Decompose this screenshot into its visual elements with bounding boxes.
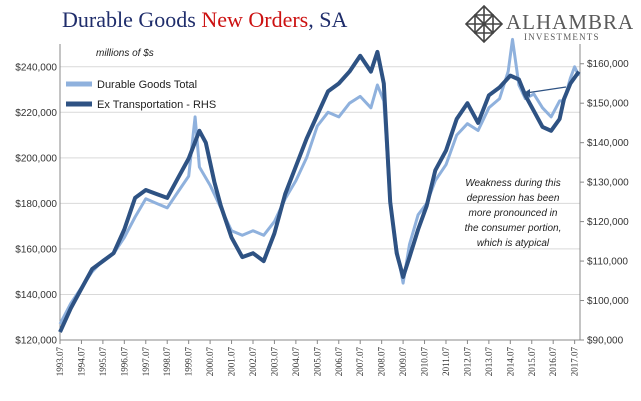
y-left-tick-label: $240,000 <box>15 62 57 73</box>
annotation-line-2: depression has been <box>467 193 560 204</box>
x-tick-label: 1996.07 <box>119 347 129 377</box>
x-tick-label: 1999.07 <box>184 347 194 377</box>
y-left-tick-label: $180,000 <box>15 199 57 210</box>
gridlines <box>60 66 580 341</box>
legend-label-total: Durable Goods Total <box>97 79 197 91</box>
legend: Durable Goods Total Ex Transportation - … <box>66 79 216 111</box>
series-line-ex-transportation <box>58 49 581 333</box>
annotation-line-5: which is atypical <box>477 238 550 249</box>
y-right-tick-label: $110,000 <box>587 257 628 268</box>
annotation-line-3: more pronounced in <box>469 208 558 219</box>
y-axis-left: $120,000 $140,000 $160,000 $180,000 $200,000… <box>15 62 57 346</box>
x-tick-label: 2006.07 <box>334 347 344 377</box>
series-line-durable-goods-total <box>58 37 581 325</box>
diamond-lattice-icon <box>464 4 504 44</box>
title-text-highlight: New Orders <box>201 7 309 32</box>
y-right-tick-label: $150,000 <box>587 99 629 110</box>
y-right-tick-label: $90,000 <box>587 336 624 347</box>
page-title: Durable Goods New Orders, SA <box>62 7 347 33</box>
series-group <box>58 37 581 333</box>
y-right-tick-label: $120,000 <box>587 217 629 228</box>
x-tick-label: 2007.07 <box>355 347 365 377</box>
y-left-tick-label: $120,000 <box>15 336 57 347</box>
x-tick-label: 2004.07 <box>291 347 301 377</box>
x-axis: 1993.07 1994.07 1995.07 1996.07 1997.07 1998.… <box>55 340 580 376</box>
x-tick-label: 2015.07 <box>527 347 537 377</box>
title-text-1: Durable Goods <box>62 7 202 32</box>
x-tick-label: 1994.07 <box>76 347 86 377</box>
x-tick-label: 2012.07 <box>462 347 472 377</box>
x-tick-label: 1998.07 <box>162 347 172 377</box>
y-right-tick-label: $140,000 <box>587 138 629 149</box>
annotation-line-1: Weakness during this <box>465 178 560 189</box>
annotation: Weakness during this depression has been… <box>465 86 567 249</box>
x-tick-label: 2005.07 <box>312 347 322 377</box>
units-label: millions of $s <box>96 48 154 59</box>
logo-subtitle: INVESTMENTS <box>524 32 600 42</box>
legend-label-ex-transport: Ex Transportation - RHS <box>97 99 216 111</box>
x-tick-label: 2001.07 <box>227 347 237 377</box>
y-left-tick-label: $140,000 <box>15 290 57 301</box>
x-tick-label: 2010.07 <box>420 347 430 377</box>
x-tick-label: 2008.07 <box>377 347 387 377</box>
logo: ALHAMBRA INVESTMENTS <box>462 4 640 44</box>
x-tick-label: 2002.07 <box>248 347 258 377</box>
x-tick-label: 2003.07 <box>269 347 279 377</box>
x-tick-label: 2013.07 <box>484 347 494 377</box>
y-left-tick-label: $200,000 <box>15 153 57 164</box>
annotation-arrow <box>525 86 567 94</box>
x-tick-label: 2016.07 <box>548 347 558 377</box>
y-left-tick-label: $160,000 <box>15 244 57 255</box>
x-tick-label: 2011.07 <box>441 347 451 376</box>
y-right-tick-label: $160,000 <box>587 59 629 70</box>
x-tick-label: 2014.07 <box>505 347 515 377</box>
title-text-2: , SA <box>308 7 348 32</box>
annotation-arrowhead <box>522 89 530 97</box>
y-right-tick-label: $130,000 <box>587 178 629 189</box>
x-tick-label: 2000.07 <box>205 347 215 377</box>
x-tick-label: 1995.07 <box>98 347 108 377</box>
y-axis-right: $90,000 $100,000 $110,000 $120,000 $130,000 $… <box>580 59 629 347</box>
x-tick-label: 2009.07 <box>398 347 408 377</box>
x-tick-label: 1997.07 <box>141 347 151 377</box>
x-tick-label: 2017.07 <box>570 347 580 377</box>
y-right-tick-label: $100,000 <box>587 296 629 307</box>
x-tick-label: 1993.07 <box>55 347 65 377</box>
annotation-line-4: the consumer portion, <box>465 223 562 234</box>
y-left-tick-label: $220,000 <box>15 108 57 119</box>
logo-name: ALHAMBRA <box>506 10 635 34</box>
